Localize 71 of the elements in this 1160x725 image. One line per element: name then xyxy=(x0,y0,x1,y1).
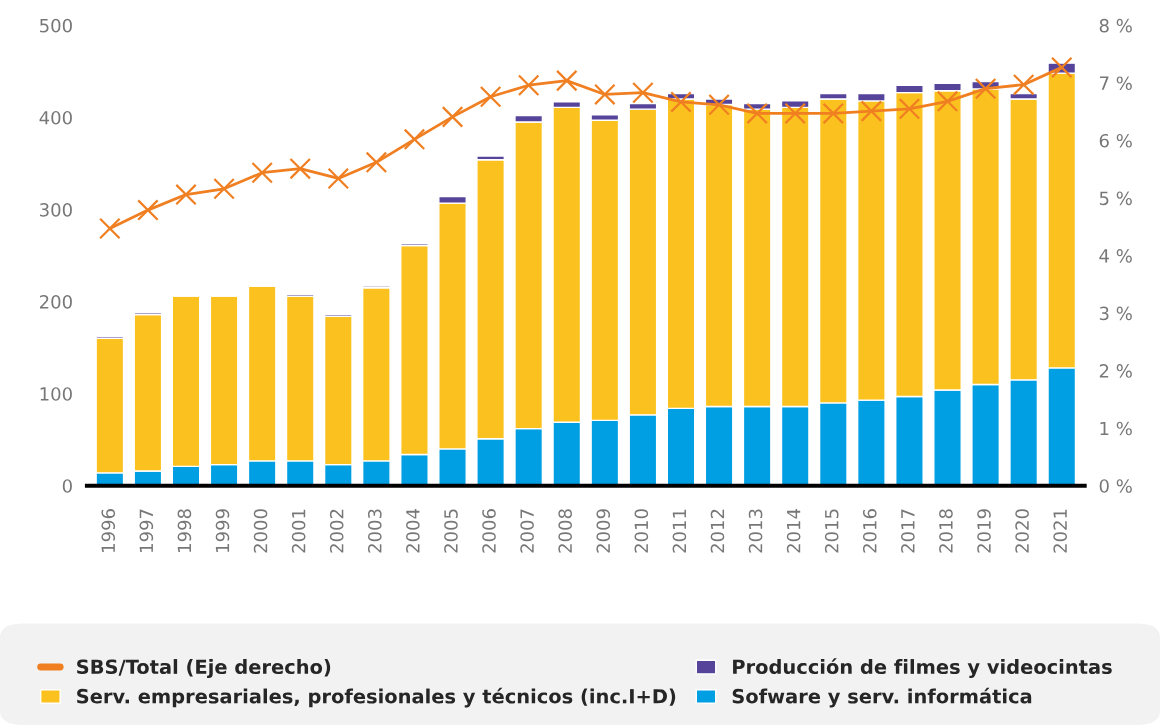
point xyxy=(213,177,235,200)
x-tick-label: 2002 xyxy=(329,509,344,553)
point xyxy=(936,90,959,113)
point xyxy=(175,183,197,206)
x-tick-label: 2006 xyxy=(482,509,496,553)
x-tick-label: 2014 xyxy=(786,508,801,553)
point xyxy=(517,74,540,97)
x-tick-label: 2018 xyxy=(939,509,953,553)
y2-tick-label: 4 % xyxy=(1099,249,1132,263)
x-tick-label: 2017 xyxy=(901,509,915,553)
point xyxy=(1050,56,1073,79)
y-tick-label: 500 xyxy=(40,18,72,33)
x-tick-label: 1997 xyxy=(139,509,154,552)
point xyxy=(99,217,121,240)
y-tick-label: 100 xyxy=(40,387,72,401)
y-tick-label: 400 xyxy=(39,110,72,125)
x-tick-label: 2016 xyxy=(862,509,877,553)
point xyxy=(898,97,921,120)
point xyxy=(327,167,350,190)
y2-tick-label: 6 % xyxy=(1099,133,1132,148)
x-tick-label: 2021 xyxy=(1053,509,1067,553)
point xyxy=(289,157,312,180)
y2-tick-label: 0 % xyxy=(1099,479,1132,493)
point xyxy=(594,83,616,106)
x-tick-label: 2012 xyxy=(710,509,725,553)
x-tick-label: 2001 xyxy=(291,509,306,553)
y2-tick-label: 3 % xyxy=(1099,306,1132,321)
point xyxy=(1012,73,1035,96)
point xyxy=(137,199,159,221)
point xyxy=(251,161,273,184)
y-tick-label: 300 xyxy=(40,202,72,217)
point xyxy=(860,100,883,122)
point xyxy=(555,69,578,92)
x-tick-label: 2007 xyxy=(520,509,534,553)
x-tick-label: 2008 xyxy=(558,509,572,553)
point xyxy=(632,81,654,104)
legend-label: Sofware y serv. informática xyxy=(732,687,1032,708)
point xyxy=(403,128,426,151)
x-tick-label: 1996 xyxy=(101,509,116,552)
y2-tick-label: 5 % xyxy=(1099,191,1132,206)
legend-label: Producción de filmes y videocintas xyxy=(733,658,1112,679)
point xyxy=(784,102,807,125)
point xyxy=(441,106,464,128)
y2-tick-label: 2 % xyxy=(1099,364,1132,378)
y-tick-label: 200 xyxy=(39,295,72,309)
x-tick-label: 2010 xyxy=(634,509,649,553)
x-tick-label: 1999 xyxy=(215,509,230,552)
point xyxy=(822,102,845,125)
y2-tick-label: 7 % xyxy=(1099,76,1132,91)
x-tick-label: 1998 xyxy=(177,509,192,552)
x-tick-label: 2020 xyxy=(1015,509,1029,553)
point xyxy=(974,77,997,100)
x-tick-label: 2005 xyxy=(444,509,458,553)
point xyxy=(365,151,388,174)
y2-tick-label: 8 % xyxy=(1099,18,1132,33)
y-tick-label: 0 xyxy=(62,479,72,493)
x-tick-label: 2011 xyxy=(672,509,687,553)
x-tick-label: 2003 xyxy=(367,509,382,553)
point xyxy=(708,93,730,116)
point xyxy=(670,91,692,113)
y2-tick-label: 1 % xyxy=(1100,421,1132,436)
x-tick-label: 2015 xyxy=(824,509,839,553)
legend-label: SBS/Total (Eje derecho) xyxy=(77,659,331,679)
x-tick-label: 2013 xyxy=(748,509,763,553)
x-tick-label: 2000 xyxy=(253,509,268,553)
x-tick-label: 2019 xyxy=(977,509,991,553)
point xyxy=(746,102,768,125)
point xyxy=(479,85,502,108)
x-tick-label: 2004 xyxy=(406,508,420,553)
x-tick-label: 2009 xyxy=(596,509,611,553)
legend-label: Serv. empresariales, profesionales y técnicos (inc.I+D) xyxy=(77,687,676,708)
